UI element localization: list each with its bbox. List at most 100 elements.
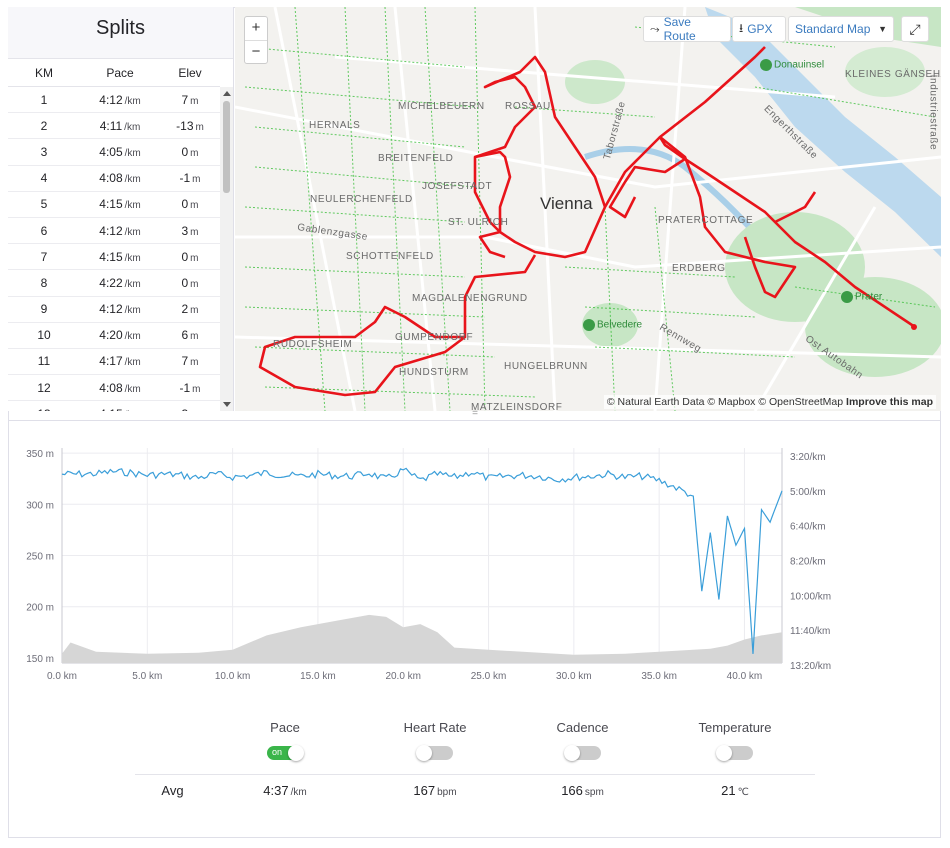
map-style-label: Standard Map — [795, 22, 871, 36]
scroll-down-arrow-icon[interactable] — [223, 402, 231, 407]
scroll-thumb[interactable] — [223, 101, 230, 193]
split-km: 12 — [37, 380, 51, 395]
y-right-tick-label: 3:20/km — [790, 452, 826, 463]
avg-temperature: 21 ℃ — [721, 783, 749, 798]
fullscreen-button[interactable]: ⤢ — [901, 16, 929, 42]
pace-line — [61, 467, 783, 654]
split-km: 8 — [40, 275, 48, 290]
district-label: BREITENFELD — [378, 153, 454, 164]
map-style-select[interactable]: Standard Map ▼ — [788, 16, 894, 42]
pace-toggle[interactable]: on — [267, 745, 304, 761]
heart-rate-toggle[interactable] — [416, 745, 453, 761]
split-row[interactable]: 7 4:15/km 0 m — [8, 244, 220, 271]
zoom-control: + − — [244, 16, 268, 64]
save-route-button[interactable]: ⤳ Save Route — [643, 15, 731, 43]
split-row[interactable]: 1 4:12/km 7 m — [8, 87, 220, 114]
pace-elevation-chart[interactable]: 0.0 km 5.0 km 10.0 km 15.0 km 20.0 km 25.0 km… — [8, 420, 941, 690]
split-pace: 4:17/km — [99, 354, 141, 369]
download-icon: ⭳ — [739, 20, 744, 35]
district-label: HUNGELBRUNN — [504, 361, 588, 372]
header-pace: Pace — [106, 65, 134, 80]
split-km: 5 — [40, 197, 48, 212]
resize-handle-icon[interactable]: = — [472, 408, 478, 419]
x-tick-label: 10.0 km — [215, 671, 251, 682]
split-row[interactable]: 11 4:17/km 7 m — [8, 349, 220, 376]
poi-belvedere[interactable]: Belvedere — [583, 319, 642, 331]
split-row[interactable]: 9 4:12/km 2 m — [8, 297, 220, 323]
split-elev: -13 m — [176, 118, 204, 133]
split-row[interactable]: 6 4:12/km 3 m — [8, 218, 220, 245]
route-icon: ⤳ — [650, 21, 660, 36]
split-pace: 4:08/km — [99, 380, 141, 395]
avg-label: Avg — [161, 783, 184, 798]
district-label: HUNDSTURM — [399, 367, 469, 378]
split-row[interactable]: 5 4:15/km 0 m — [8, 192, 220, 218]
splits-header: KM Pace Elev — [8, 59, 220, 87]
split-elev: 3m — [160, 407, 220, 411]
map-base — [235, 7, 941, 411]
improve-map-link[interactable]: Improve this map — [846, 396, 933, 408]
y-left-tick-label: 250 m — [26, 552, 54, 563]
cadence-toggle[interactable] — [563, 745, 601, 761]
gpx-download-button[interactable]: ⭳ GPX — [732, 16, 786, 42]
gpx-label: GPX — [747, 22, 773, 36]
header-km: KM — [35, 65, 53, 80]
avg-heart-rate: 167 bpm — [413, 783, 457, 798]
split-km: 6 — [40, 223, 48, 238]
x-tick-label: 30.0 km — [556, 671, 592, 682]
stat-toggles: on — [135, 740, 815, 766]
fullscreen-icon: ⤢ — [909, 20, 921, 37]
x-tick-label: 40.0 km — [727, 671, 763, 682]
split-row[interactable]: 4 4:08/km -1 m — [8, 166, 220, 192]
splits-scrollbar[interactable] — [220, 87, 233, 411]
district-label: MAGDALENENGRUND — [412, 293, 528, 304]
stat-label-heart-rate: Heart Rate — [403, 720, 467, 735]
scroll-up-arrow-icon[interactable] — [223, 91, 231, 96]
district-label: GUMPENDORF — [395, 332, 474, 343]
split-pace: 4:11/km — [99, 118, 141, 133]
zoom-in-button[interactable]: + — [251, 19, 261, 36]
split-row[interactable]: 2 4:11/km -13 m — [8, 113, 220, 140]
split-row[interactable]: 12 4:08/km -1 m — [8, 375, 220, 402]
poi-donauinsel[interactable]: Donauinsel — [760, 59, 824, 71]
x-tick-label: 5.0 km — [132, 671, 162, 682]
tree-icon — [841, 291, 853, 303]
zoom-out-button[interactable]: − — [245, 40, 267, 63]
y-right-tick-label: 11:40/km — [790, 626, 830, 637]
district-label: KLEINES GÄNSEHÄUFEL — [845, 69, 941, 80]
split-km: 3 — [40, 144, 48, 159]
district-label: ST. ULRICH — [448, 217, 509, 228]
stat-label-cadence: Cadence — [556, 720, 609, 735]
district-label: MATZLEINSDORF — [471, 402, 563, 411]
temperature-toggle[interactable] — [716, 745, 753, 761]
split-row[interactable]: 10 4:20/km 6 m — [8, 323, 220, 349]
x-tick-label: 35.0 km — [641, 671, 677, 682]
stat-label-temperature: Temperature — [698, 720, 772, 735]
split-pace: 4:12/km — [99, 92, 141, 107]
split-row[interactable]: 8 4:22/km 0 m — [8, 270, 220, 297]
split-pace: 4:22/km — [99, 275, 141, 290]
split-km: 4 — [40, 171, 48, 186]
x-tick-label: 25.0 km — [471, 671, 507, 682]
split-pace: 4:15/km — [99, 197, 141, 212]
y-left-tick-label: 300 m — [26, 500, 54, 511]
district-label: JOSEFSTADT — [422, 181, 493, 192]
split-row[interactable]: 3 4:05/km 0 m — [8, 139, 220, 166]
split-km: 1 — [40, 92, 48, 107]
route-map[interactable]: + − ⤳ Save Route ⭳ GPX Standard Map ▼ ⤢ … — [235, 7, 941, 411]
avg-row: Avg 4:37/km 167 bpm 166 spm 21 ℃ — [135, 774, 815, 806]
district-label: ROSSAU — [505, 101, 551, 112]
save-route-label: Save Route — [663, 15, 696, 43]
district-label: PRATERCOTTAGE — [658, 215, 754, 226]
y-left-tick-label: 150 m — [26, 654, 54, 665]
splits-title: Splits — [8, 7, 233, 59]
split-elev: -1 m — [179, 380, 201, 395]
city-label: Vienna — [540, 194, 593, 213]
poi-prater[interactable]: Prater — [841, 291, 882, 303]
y-left-tick-label: 200 m — [26, 603, 54, 614]
